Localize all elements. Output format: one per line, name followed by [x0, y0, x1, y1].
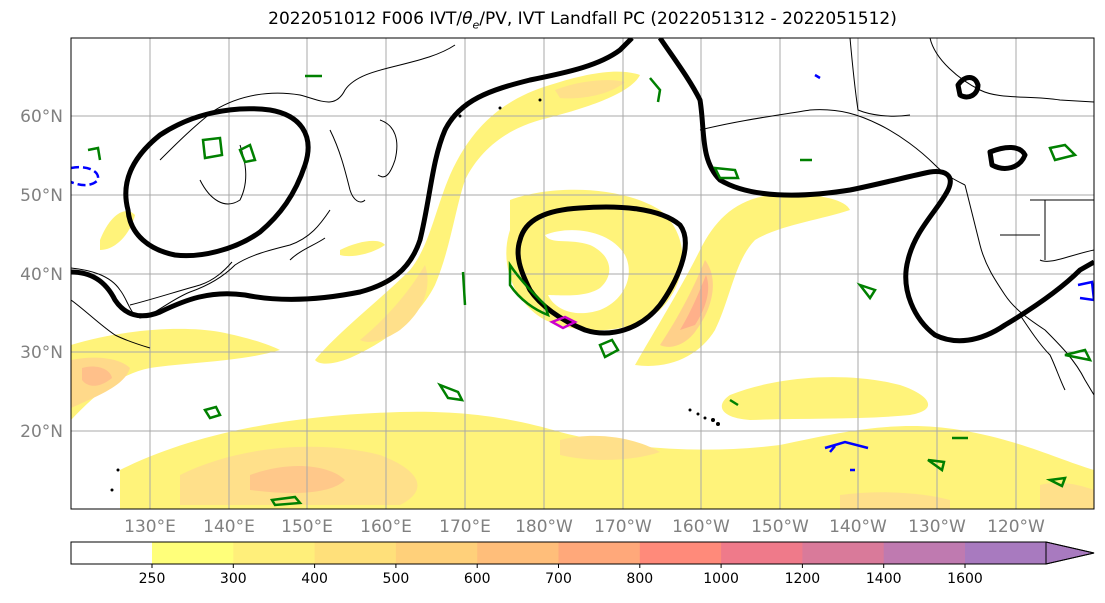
lat-label-40: 40°N [20, 265, 63, 285]
colorbar-segment [883, 542, 966, 564]
lon-label-130e: 130°E [124, 517, 176, 537]
colorbar-segment-below [71, 542, 152, 564]
title-suffix: /PV, IVT Landfall PC (2022051312 - 20220… [479, 9, 897, 29]
colorbar-segment [639, 542, 722, 564]
title-prefix: 2022051012 F006 IVT/ [268, 9, 463, 29]
colorbar-segment [558, 542, 641, 564]
colorbar-outline [70, 541, 1095, 565]
lat-label-60: 60°N [20, 107, 63, 127]
lat-label-20: 20°N [20, 422, 63, 442]
lat-label-30: 30°N [20, 343, 63, 363]
colorbar-segment [802, 542, 885, 564]
colorbar-segment [721, 542, 803, 564]
colorbar-tick-label: 300 [220, 571, 247, 587]
lon-label-140w: 140°W [829, 517, 887, 537]
colorbar-tick-label: 400 [301, 571, 328, 587]
title-theta-subscript: e [472, 18, 480, 32]
blue-contours [71, 73, 1094, 472]
colorbar-tick-label: 1600 [947, 571, 983, 587]
island-dots [110, 98, 720, 492]
title-theta: θ [462, 9, 473, 29]
colorbar-tick-label: 1200 [785, 571, 821, 587]
longitude-labels: 130°E 140°E 150°E 160°E 170°E 180°W 170°… [124, 517, 1045, 537]
latitude-labels: 60°N 50°N 40°N 30°N 20°N [20, 107, 63, 442]
colorbar-segment [314, 542, 397, 564]
colorbar: 250 300 400 500 600 700 800 1000 1200 1400 1600 [70, 541, 1095, 587]
colorbar-segment [152, 542, 234, 564]
lon-label-160e: 160°E [360, 517, 412, 537]
theta-e-contours [87, 74, 1093, 507]
colorbar-tick-label: 500 [383, 571, 410, 587]
lon-label-160w: 160°W [672, 517, 730, 537]
colorbar-segment [965, 542, 1046, 564]
colorbar-tick-label: 700 [545, 571, 572, 587]
colorbar-tick-label: 1400 [866, 571, 902, 587]
lon-label-170w: 170°W [594, 517, 652, 537]
colorbar-tick-label: 1000 [703, 571, 739, 587]
colorbar-extend-arrow [1045, 541, 1095, 565]
lon-label-180w: 180°W [515, 517, 573, 537]
map-frame [70, 37, 1095, 510]
colorbar-segment [233, 542, 316, 564]
lon-label-140e: 140°E [203, 517, 255, 537]
lon-label-150w: 150°W [751, 517, 809, 537]
lon-label-150e: 150°E [281, 517, 333, 537]
lat-label-50: 50°N [20, 186, 63, 206]
lon-label-170e: 170°E [439, 517, 491, 537]
ivt-shading [71, 71, 1094, 509]
colorbar-tick-label: 800 [626, 571, 653, 587]
magenta-contour [549, 315, 578, 330]
lon-label-130w: 130°W [908, 517, 966, 537]
map-title: 2022051012 F006 IVT/θe/PV, IVT Landfall … [0, 9, 1105, 31]
colorbar-tick-label: 600 [464, 571, 491, 587]
colorbar-segment [395, 542, 478, 564]
colorbar-segment [477, 542, 559, 564]
colorbar-tick-label: 250 [139, 571, 166, 587]
pv-contours [71, 38, 1094, 344]
lon-label-120w: 120°W [987, 517, 1045, 537]
